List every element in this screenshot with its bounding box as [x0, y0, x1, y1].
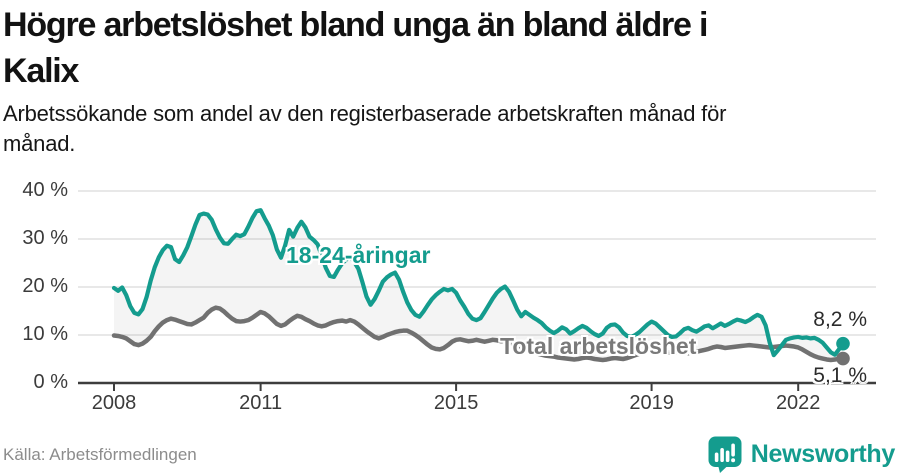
end-dot-youth: [836, 336, 850, 351]
series-label-total: Total arbetslöshet: [500, 333, 697, 359]
subtitle-line-2: månad.: [3, 131, 76, 156]
y-axis-tick-label: 20 %: [22, 275, 68, 297]
y-axis-tick-label: 40 %: [22, 179, 68, 201]
title-line-2: Kalix: [3, 52, 79, 90]
y-axis-tick-label: 30 %: [22, 227, 68, 249]
x-axis-tick-label: 2022: [775, 392, 821, 414]
series-label-youth: 18-24-åringar: [286, 242, 431, 268]
y-axis-tick-label: 0 %: [33, 371, 68, 393]
between-series-band: [114, 210, 843, 360]
chart-subtitle: Arbetssökande som andel av den registerb…: [3, 99, 883, 159]
newsworthy-logo: Newsworthy: [707, 436, 895, 473]
newsworthy-logo-text: Newsworthy: [750, 440, 896, 468]
newsworthy-logo-icon: [708, 436, 742, 473]
y-axis-tick-label: 10 %: [22, 323, 68, 345]
page-title: Högre arbetslöshet bland unga än bland ä…: [3, 2, 897, 94]
x-axis-tick-label: 2008: [91, 392, 137, 414]
x-axis-tick-label: 2015: [433, 392, 479, 414]
end-value-label-total: 5,1 %: [813, 364, 867, 387]
x-axis-tick-label: 2019: [629, 392, 674, 414]
source-note: Källa: Arbetsförmedlingen: [3, 445, 197, 464]
title-line-1: Högre arbetslöshet bland unga än bland ä…: [3, 6, 708, 44]
x-axis-tick-label: 2011: [239, 392, 283, 414]
series-line-total: [111, 305, 846, 363]
series-line-youth: [111, 208, 846, 358]
end-value-label-youth: 8,2 %: [813, 308, 867, 331]
subtitle-line-1: Arbetssökande som andel av den registerb…: [3, 101, 727, 126]
end-dot-total: [836, 351, 850, 366]
